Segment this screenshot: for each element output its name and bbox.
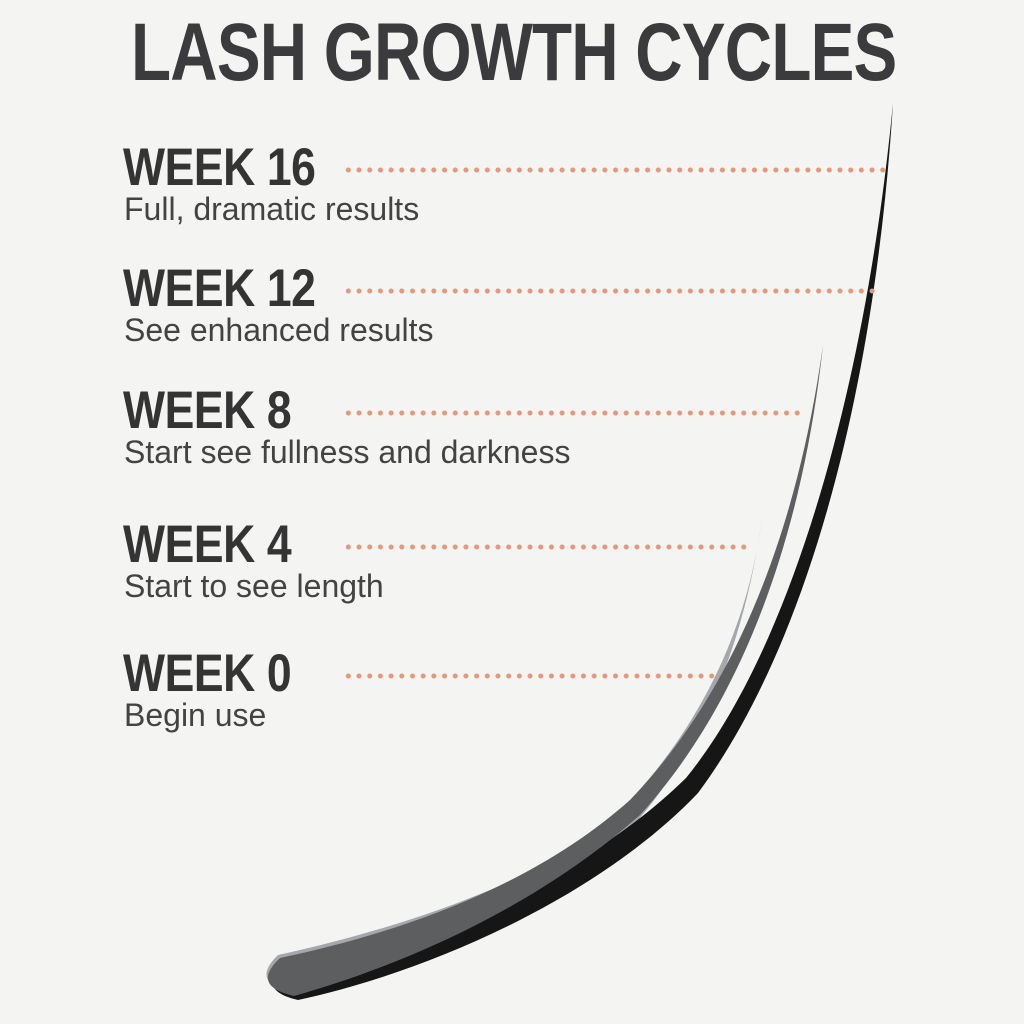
week-16-description: Full, dramatic results <box>124 191 420 227</box>
week-8-label: WEEK 8 <box>123 381 292 440</box>
week-0-label: WEEK 0 <box>123 644 292 703</box>
week-8-dotted-leader <box>343 410 804 416</box>
week-0-dotted-leader <box>343 673 716 679</box>
week-12-label: WEEK 12 <box>123 259 316 318</box>
week-0-description: Begin use <box>124 697 267 733</box>
week-12-dotted-leader <box>343 288 876 294</box>
week-12-description: See enhanced results <box>124 312 434 348</box>
week-4-label: WEEK 4 <box>123 515 292 574</box>
week-8-description: Start see fullness and darkness <box>124 434 571 470</box>
week-16-dotted-leader <box>343 167 888 173</box>
medium-lash-icon <box>267 345 823 996</box>
page-title: LASH GROWTH CYCLES <box>131 7 897 98</box>
week-16-label: WEEK 16 <box>123 138 316 197</box>
week-4-description: Start to see length <box>124 568 384 604</box>
long-lash-icon <box>272 103 893 1000</box>
week-4-dotted-leader <box>343 544 750 550</box>
